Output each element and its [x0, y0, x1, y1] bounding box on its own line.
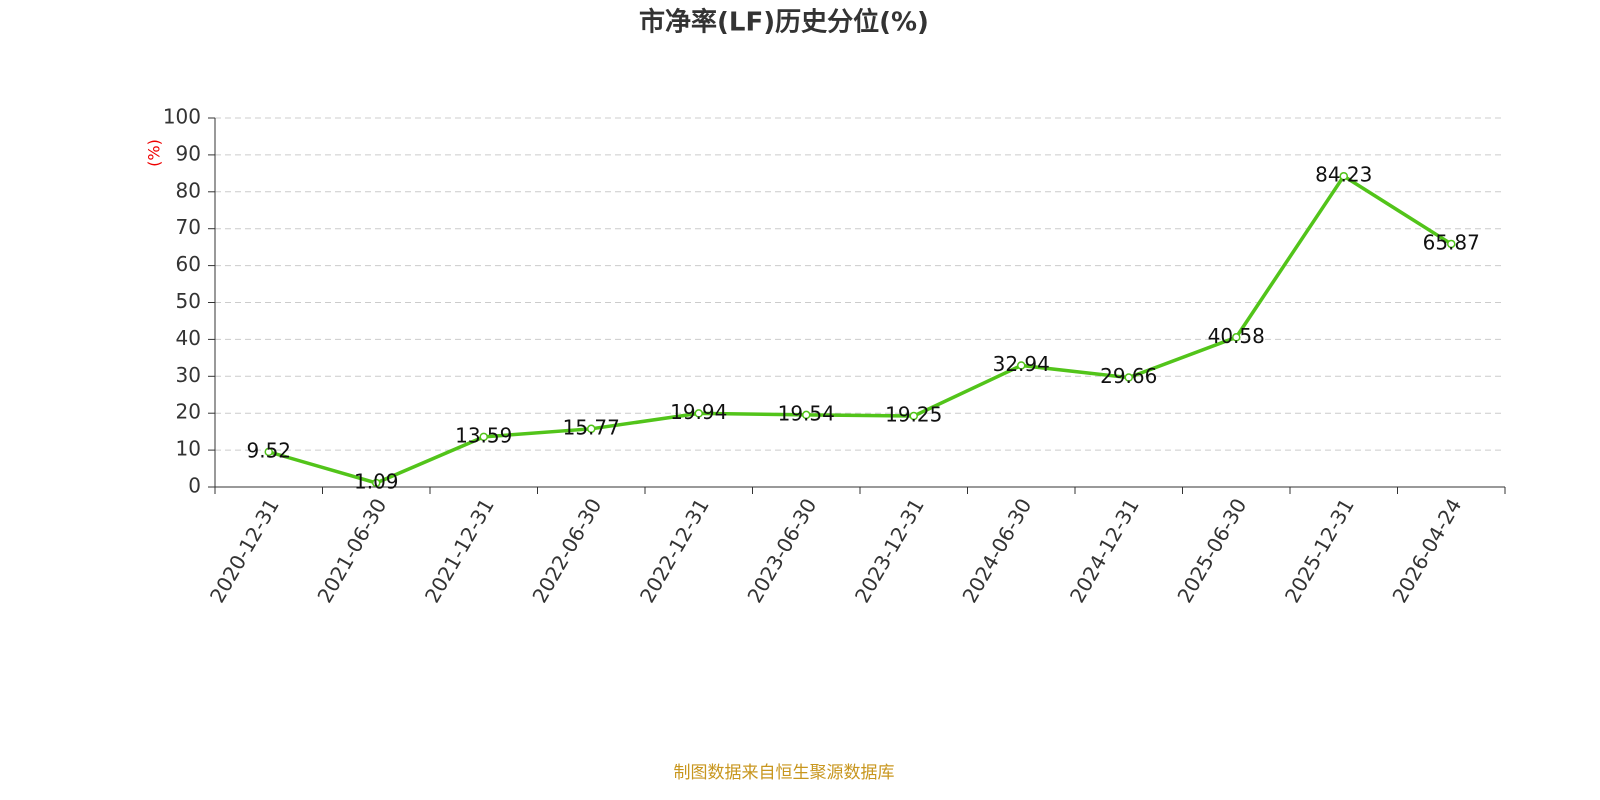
x-tick-label: 2021-12-31 — [420, 494, 499, 607]
data-label: 19.94 — [670, 400, 727, 424]
y-tick-label: 30 — [176, 363, 201, 387]
data-label: 65.87 — [1423, 230, 1480, 254]
data-label: 40.58 — [1208, 324, 1265, 348]
data-label: 32.94 — [993, 352, 1050, 376]
y-tick-label: 40 — [176, 326, 201, 350]
point — [909, 411, 918, 421]
y-tick-label: 50 — [176, 289, 201, 313]
chart-title: 市净率(LF)历史分位(%) — [639, 7, 929, 38]
point — [1232, 333, 1241, 342]
data-label: 29.66 — [1100, 364, 1157, 388]
point — [1339, 171, 1348, 181]
y-tick-label: 70 — [176, 215, 201, 239]
data-label: 19.54 — [778, 401, 835, 425]
x-tick-label: 2023-06-30 — [742, 494, 821, 607]
y-tick-label: 20 — [176, 400, 201, 424]
point — [587, 424, 596, 434]
x-tick-label: 2024-06-30 — [957, 494, 1036, 607]
x-tick-label: 2022-12-31 — [635, 494, 714, 607]
source-note: 制图数据来自恒生聚源数据库 — [674, 763, 895, 783]
point — [1447, 239, 1456, 249]
x-tick-label: 2023-12-31 — [850, 494, 929, 607]
data-label: 15.77 — [563, 415, 620, 439]
x-tick-label: 2026-04-24 — [1387, 494, 1466, 607]
point — [479, 432, 488, 442]
point — [264, 447, 273, 457]
x-tick-label: 2025-06-30 — [1172, 494, 1251, 607]
data-label: 1.09 — [354, 469, 399, 493]
y-tick-label: 90 — [176, 141, 201, 165]
x-tick-label: 2024-12-31 — [1065, 494, 1144, 607]
y-axis-label: (%) — [145, 139, 164, 167]
y-tick-label: 100 — [163, 105, 201, 129]
y-tick-label: 10 — [176, 437, 201, 461]
y-tick-label: 0 — [188, 474, 201, 498]
y-tick-label: 80 — [176, 178, 201, 202]
point — [372, 478, 381, 488]
data-label: 9.52 — [246, 438, 291, 462]
data-label: 13.59 — [455, 423, 512, 447]
x-tick-label: 2025-12-31 — [1280, 494, 1359, 607]
x-tick-label: 2021-06-30 — [312, 494, 391, 607]
data-label: 84.23 — [1315, 163, 1372, 187]
data-label: 19.25 — [885, 402, 942, 426]
point — [802, 410, 811, 420]
line — [268, 173, 1453, 485]
point — [1124, 373, 1133, 382]
point — [694, 409, 703, 418]
y-tick-label: 60 — [176, 252, 201, 276]
x-tick-label: 2020-12-31 — [205, 494, 284, 607]
point — [1017, 361, 1026, 370]
x-tick-label: 2022-06-30 — [527, 494, 606, 607]
